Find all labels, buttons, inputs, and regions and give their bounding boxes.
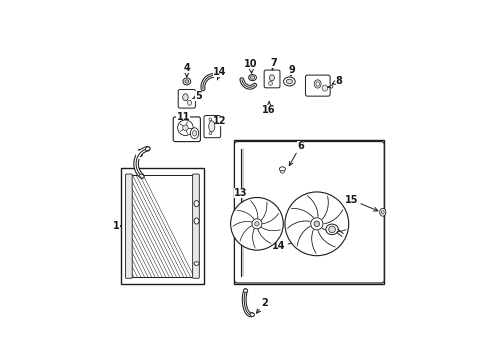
Circle shape — [285, 192, 349, 256]
Ellipse shape — [209, 121, 215, 132]
Ellipse shape — [193, 131, 196, 136]
FancyBboxPatch shape — [204, 116, 221, 138]
Ellipse shape — [314, 80, 321, 88]
Text: 14: 14 — [213, 67, 227, 80]
FancyBboxPatch shape — [125, 174, 132, 278]
Text: 11: 11 — [176, 112, 190, 122]
Ellipse shape — [279, 167, 286, 171]
Ellipse shape — [191, 128, 199, 139]
Circle shape — [252, 219, 262, 229]
Text: 13: 13 — [234, 188, 255, 206]
Ellipse shape — [209, 132, 212, 135]
Circle shape — [231, 198, 283, 250]
Circle shape — [329, 226, 335, 233]
Ellipse shape — [194, 218, 199, 224]
Ellipse shape — [140, 174, 144, 178]
Ellipse shape — [188, 100, 192, 105]
Ellipse shape — [194, 262, 199, 265]
FancyBboxPatch shape — [235, 141, 384, 283]
Text: 12: 12 — [213, 116, 226, 126]
Bar — [235, 140, 384, 284]
Text: 14: 14 — [272, 234, 327, 251]
Text: 8: 8 — [332, 76, 343, 86]
Circle shape — [255, 222, 259, 226]
FancyBboxPatch shape — [193, 174, 199, 278]
Text: 4: 4 — [183, 63, 190, 77]
Text: 10: 10 — [245, 59, 258, 73]
Circle shape — [314, 221, 319, 226]
Text: 16: 16 — [262, 102, 276, 115]
Ellipse shape — [284, 77, 295, 86]
Ellipse shape — [326, 224, 338, 235]
Circle shape — [178, 120, 193, 135]
Ellipse shape — [183, 94, 188, 101]
Ellipse shape — [269, 81, 272, 85]
FancyBboxPatch shape — [173, 117, 200, 141]
Ellipse shape — [209, 118, 212, 121]
Text: 2: 2 — [257, 298, 268, 313]
Ellipse shape — [185, 80, 189, 83]
Ellipse shape — [250, 313, 254, 316]
Text: 9: 9 — [289, 64, 295, 76]
Ellipse shape — [330, 85, 333, 88]
Ellipse shape — [280, 170, 284, 173]
Text: 3: 3 — [136, 149, 143, 159]
Ellipse shape — [286, 79, 293, 84]
FancyBboxPatch shape — [305, 75, 330, 96]
Ellipse shape — [183, 78, 191, 85]
FancyBboxPatch shape — [178, 90, 196, 108]
Text: 5: 5 — [193, 91, 202, 101]
Ellipse shape — [250, 76, 255, 79]
Bar — [121, 168, 204, 284]
Ellipse shape — [146, 147, 150, 150]
Text: 1: 1 — [113, 221, 121, 231]
Bar — [130, 175, 195, 278]
Circle shape — [183, 125, 188, 131]
Ellipse shape — [244, 289, 248, 292]
Ellipse shape — [380, 208, 386, 216]
Ellipse shape — [316, 82, 319, 86]
Text: 15: 15 — [345, 195, 378, 211]
Ellipse shape — [194, 201, 199, 207]
Ellipse shape — [248, 75, 256, 81]
Ellipse shape — [381, 211, 384, 214]
Ellipse shape — [322, 85, 328, 91]
Text: 7: 7 — [270, 58, 277, 70]
FancyBboxPatch shape — [264, 70, 280, 88]
Circle shape — [311, 218, 323, 230]
Ellipse shape — [270, 75, 274, 81]
Text: 6: 6 — [289, 141, 304, 166]
